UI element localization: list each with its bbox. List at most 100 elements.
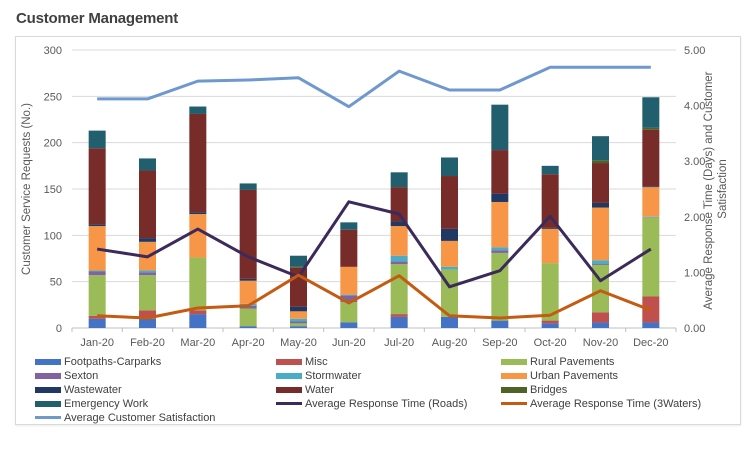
legend-swatch-icon (35, 386, 61, 393)
y-tick-label: 200 (44, 138, 62, 150)
bar-segment-rural-pavements (491, 252, 509, 321)
bar-segment-water (139, 170, 156, 239)
bar-segment-wastewater (390, 221, 408, 227)
x-tick-label: Feb-20 (130, 337, 165, 349)
legend-label: Misc (305, 355, 328, 368)
legend-label: Water (305, 383, 334, 396)
legend-item-average-response-time-3waters: Average Response Time (3Waters) (501, 397, 701, 410)
legend-item-sexton: Sexton (35, 369, 98, 382)
legend-item-urban-pavements: Urban Pavements (501, 369, 618, 382)
bar-segment-stormwater (340, 294, 358, 296)
bar-segment-wastewater (592, 202, 609, 208)
bar-segment-misc (189, 310, 207, 315)
legend-label: Bridges (530, 383, 568, 396)
legend-item-rural-pavements: Rural Pavements (501, 355, 614, 368)
bar-segment-footpaths-carparks (239, 326, 257, 328)
x-tick-label: Oct-20 (534, 337, 567, 349)
legend-item-water: Water (276, 383, 334, 396)
x-tick-label: Dec-20 (633, 337, 668, 349)
x-tick-label: Jun-20 (332, 337, 366, 349)
bar-segment-emergency-work (139, 158, 156, 171)
x-tick-label: May-20 (280, 337, 317, 349)
bar-segment-rural-pavements (139, 275, 156, 311)
x-tick-label: Jul-20 (384, 337, 414, 349)
line-average-customer-satisfaction (97, 65, 651, 109)
bar-segment-emergency-work (441, 157, 458, 177)
bar-segment-water (239, 189, 257, 279)
y-axis-left-title: Customer Service Requests (No.) (21, 103, 33, 275)
bar-segment-emergency-work (290, 255, 307, 267)
y-axis-right-title: Average Response Time (Days) and Custome… (703, 68, 729, 309)
legend-swatch-icon (35, 372, 61, 379)
bar-segment-footpaths-carparks (88, 318, 106, 328)
legend-swatch-icon (35, 400, 61, 407)
legend-label: Wastewater (64, 383, 122, 396)
bar-segment-misc (88, 315, 106, 319)
bar-segment-rural-pavements (239, 308, 257, 327)
bar-segment-rural-pavements (642, 217, 660, 297)
bar-segment-sexton (491, 250, 509, 253)
bar-segment-urban-pavements (592, 207, 609, 261)
bar-segment-bridges (642, 127, 660, 130)
bar-segment-stormwater (390, 255, 408, 262)
bar-segment-urban-pavements (88, 226, 106, 271)
x-tick-label: Aug-20 (432, 337, 467, 349)
bar-segment-water (592, 163, 609, 203)
bar-segment-sexton (340, 295, 358, 303)
legend-label: Average Response Time (3Waters) (530, 397, 702, 410)
bar-segment-rural-pavements (290, 323, 307, 327)
bar-segment-footpaths-carparks (441, 316, 458, 328)
legend-swatch-icon (35, 358, 61, 365)
bar-segment-emergency-work (642, 97, 660, 128)
bar-segment-misc (390, 314, 408, 317)
bar-segment-stormwater (88, 270, 106, 272)
bar-segment-footpaths-carparks (541, 323, 559, 328)
x-tick-label: Sep-20 (482, 337, 517, 349)
bar-segment-emergency-work (239, 183, 257, 190)
x-tick-label: Nov-20 (583, 337, 618, 349)
legend-item-bridges: Bridges (501, 383, 567, 396)
bar-segment-emergency-work (88, 130, 106, 149)
bar-segment-wastewater (139, 238, 156, 242)
bar-segment-emergency-work (189, 106, 207, 114)
y-axis-right-ticks: 0.00 1.00 2.00 3.00 4.00 5.00 (684, 45, 705, 335)
bar-segment-footpaths-carparks (340, 322, 358, 328)
legend-swatch-icon (501, 372, 527, 379)
bar-segment-stormwater (290, 318, 307, 322)
y2-tick-label: 2.00 (684, 212, 705, 224)
bar-segment-urban-pavements (491, 201, 509, 248)
bar-segment-urban-pavements (441, 240, 458, 267)
bar-segment-water (340, 229, 358, 267)
bar-segment-rural-pavements (189, 257, 207, 311)
bar-segment-emergency-work (541, 165, 559, 175)
bar-segment-emergency-work (491, 104, 509, 151)
legend-swatch-icon (276, 372, 302, 379)
y-tick-label: 100 (44, 230, 62, 242)
line-series (96, 65, 652, 320)
bar-segment-stormwater (592, 260, 609, 265)
line-average-response-time-roads (96, 200, 652, 289)
legend-item-stormwater: Stormwater (276, 369, 361, 382)
bar-segment-footpaths-carparks (390, 316, 408, 328)
bar-segment-sexton (592, 264, 609, 265)
bar-segment-rural-pavements (541, 263, 559, 321)
bar-segment-footpaths-carparks (139, 318, 156, 328)
y-tick-label: 150 (44, 184, 62, 196)
bar-segment-wastewater (88, 224, 106, 227)
x-axis-ticks: Jan-20 Feb-20 Mar-20 Apr-20 May-20 Jun-20 Jul-… (71, 328, 677, 349)
legend-label: Average Response Time (Roads) (305, 397, 468, 410)
bar-segment-misc (541, 320, 559, 324)
chart-frame (15, 36, 741, 425)
bar-segment-wastewater (642, 186, 660, 188)
y-tick-label: 50 (50, 277, 62, 289)
bar-segment-sexton (390, 261, 408, 265)
bar-segment-footpaths-carparks (642, 322, 660, 328)
legend-line-icon (501, 402, 527, 405)
y-axis-right-title-line2: Satisfaction (717, 159, 729, 218)
legend-label: Sexton (64, 369, 99, 382)
y2-tick-label: 1.00 (684, 267, 705, 279)
y2-tick-label: 0.00 (684, 323, 705, 335)
x-tick-label: Mar-20 (180, 337, 215, 349)
legend-label: Footpaths-Carparks (64, 355, 162, 368)
bar-segment-water (189, 113, 207, 213)
